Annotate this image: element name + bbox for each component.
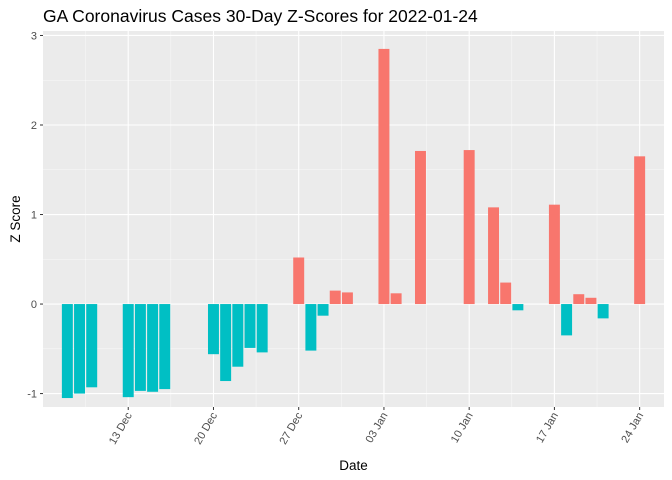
bar (293, 257, 305, 305)
x-tick-label: 03 Jan (364, 411, 391, 446)
bar (61, 304, 73, 399)
bar (317, 304, 329, 316)
bar (147, 304, 159, 392)
y-tick-label: -1 (27, 389, 37, 401)
bar (585, 297, 597, 305)
bar (463, 150, 475, 305)
bar (134, 304, 146, 391)
bar (414, 150, 426, 305)
y-axis: -1 0 1 2 3 (27, 30, 43, 401)
bar (232, 304, 244, 367)
bar (122, 304, 134, 398)
bar (500, 282, 512, 305)
bar (207, 304, 219, 355)
bar (390, 293, 402, 305)
chart-title: GA Coronavirus Cases 30-Day Z-Scores for… (43, 6, 478, 26)
bar (573, 294, 585, 305)
x-tick-label: 17 Jan (534, 411, 561, 446)
bar (378, 48, 390, 305)
bar (634, 156, 646, 305)
bar (159, 304, 171, 390)
x-tick-label: 24 Jan (619, 411, 646, 446)
x-axis: 13 Dec 20 Dec 27 Dec 03 Jan 10 Jan 17 Jan 24 J… (107, 407, 646, 447)
bar (220, 304, 232, 382)
bars (61, 48, 646, 399)
x-axis-title: Date (339, 458, 368, 473)
y-axis-title: Z Score (8, 195, 23, 242)
grid-minor (43, 31, 664, 407)
y-tick-label: 3 (31, 30, 37, 42)
x-tick-label: 13 Dec (107, 410, 135, 447)
x-tick-label: 20 Dec (192, 410, 220, 447)
bar (597, 304, 609, 319)
bar (74, 304, 86, 394)
bar (512, 304, 524, 311)
bar (86, 304, 98, 388)
bar (561, 304, 573, 336)
bar (329, 290, 341, 305)
plot-panel (43, 31, 664, 407)
x-tick-label: 27 Dec (277, 410, 305, 447)
bar (488, 207, 500, 305)
y-tick-label: 1 (31, 210, 37, 222)
bar (548, 204, 560, 305)
bar (256, 304, 268, 353)
y-tick-label: 2 (31, 120, 37, 132)
y-tick-label: 0 (31, 299, 37, 311)
x-tick-label: 10 Jan (449, 411, 476, 446)
bar (244, 304, 256, 348)
bar (341, 292, 353, 305)
bar (305, 304, 317, 351)
